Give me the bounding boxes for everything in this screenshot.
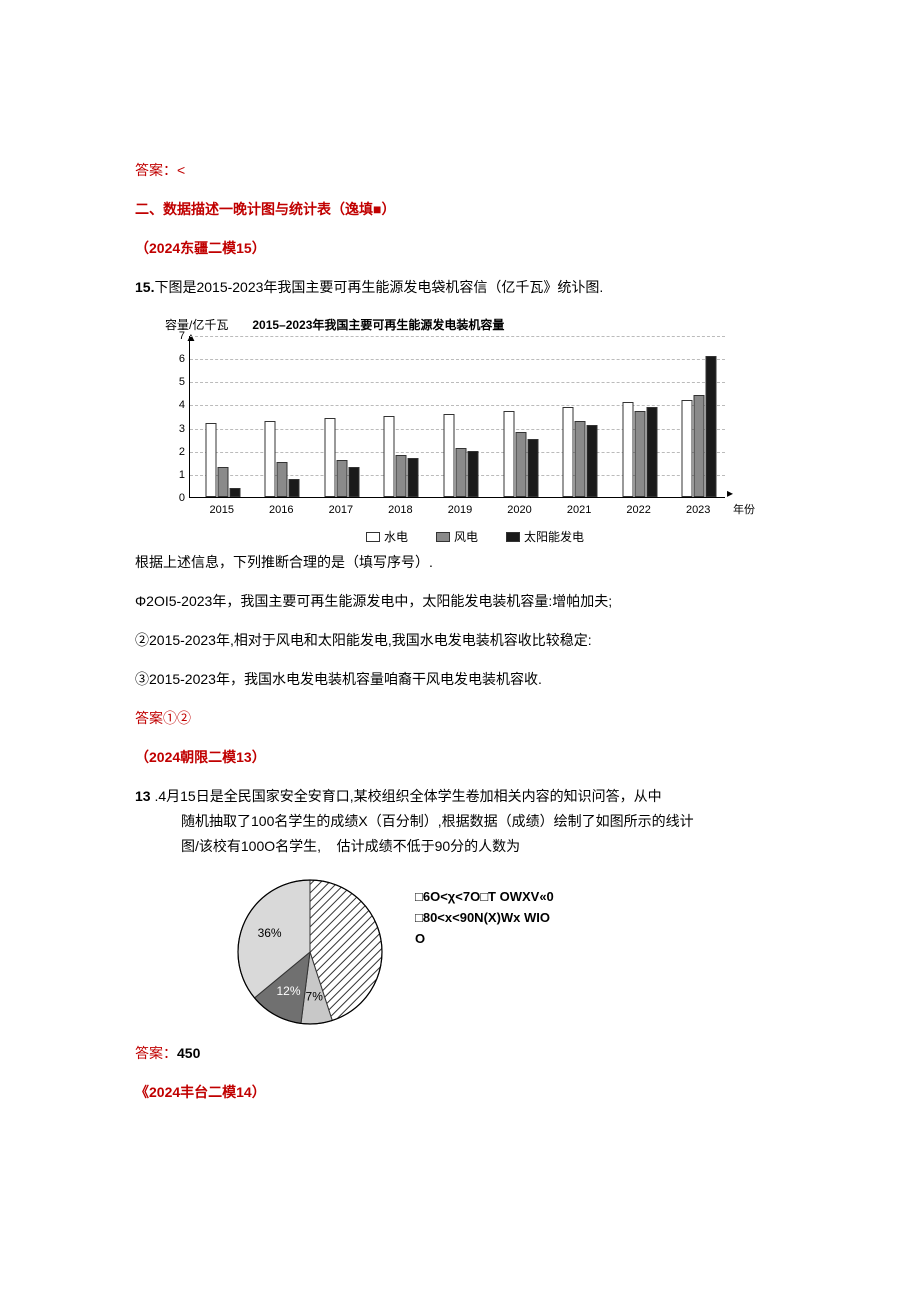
q15-option-3: ③2015-2023年，我国水电发电装机容量咱裔干风电发电装机容收. (135, 669, 785, 690)
xtick-label: 2021 (567, 502, 591, 519)
q15-stem: 15.下图是2015-2023年我国主要可再生能源发电袋机容信（亿千瓦》统讣图. (135, 277, 785, 298)
q15-option-2: ②2015-2023年,相对于风电和太阳能发电,我国水电发电装机容收比较稳定: (135, 630, 785, 651)
legend-item: 水电 (366, 528, 408, 546)
legend-label: 风电 (454, 528, 478, 546)
bar (205, 423, 216, 497)
xtick-label: 2015 (210, 502, 234, 519)
ytick-label: 1 (165, 467, 185, 484)
legend-swatch (366, 532, 380, 542)
bar (706, 356, 717, 497)
legend-item: 太阳能发电 (506, 528, 584, 546)
pie-chart-container: 7% 12% 36% □6O<χ<7O□T OWXV«0□80<x<90N(X)Wx… (225, 867, 785, 1043)
legend-label: 太阳能发电 (524, 528, 584, 546)
chart-xlabel: 年份 (733, 502, 755, 519)
bar (622, 402, 633, 497)
pie-slice-label: 36% (258, 926, 282, 940)
bar-chart-container: 容量/亿千瓦 2015–2023年我国主要可再生能源发电装机容量 ▲ ▸ 年份 … (165, 316, 785, 546)
bar (396, 455, 407, 497)
q15-num: 15. (135, 279, 154, 295)
pie-chart: 7% 12% 36% (225, 867, 395, 1037)
q13-line2: 随机抽取了100名学生的成绩X（百分制）,根据数据（成绩）绘制了如图所示的线计 (135, 811, 785, 832)
section-header: 二、数据描述一晚计图与统计表（逸填■） (135, 199, 785, 220)
bar (455, 448, 466, 497)
legend-label: 水电 (384, 528, 408, 546)
xtick-label: 2017 (329, 502, 353, 519)
pie-slice-label: 12% (276, 984, 300, 998)
bar (515, 432, 526, 497)
q13-text: .4月15日是全民国家安全安育口,某校组织全体学生卷加相关内容的知识问答，从中 (151, 788, 662, 804)
xtick-label: 2023 (686, 502, 710, 519)
q13-source: （2024朝限二模13） (135, 747, 785, 768)
bar (289, 479, 300, 498)
q15-text: 下图是2015-2023年我国主要可再生能源发电袋机容信（亿千瓦》统讣图. (154, 279, 603, 295)
ytick-label: 4 (165, 397, 185, 414)
q13-answer-label: 答案： (135, 1045, 177, 1061)
legend-swatch (506, 532, 520, 542)
q15-source: （2024东疆二模15） (135, 238, 785, 259)
q13-num: 13 (135, 788, 151, 804)
legend-item: 风电 (436, 528, 478, 546)
bar (575, 421, 586, 497)
bar (587, 425, 598, 497)
bar (467, 451, 478, 497)
pie-legend-text: □6O<χ<7O□T OWXV«0□80<x<90N(X)Wx WIOO (415, 887, 555, 949)
bar (384, 416, 395, 497)
x-arrow-icon: ▸ (727, 484, 733, 502)
xtick-label: 2016 (269, 502, 293, 519)
q13-stem: 13 .4月15日是全民国家安全安育口,某校组织全体学生卷加相关内容的知识问答，… (135, 786, 785, 807)
ytick-label: 5 (165, 374, 185, 391)
xtick-label: 2022 (626, 502, 650, 519)
q13-line3: 图/该校有100O名学生, 估计成绩不低于90分的人数为 (135, 836, 785, 857)
q13-line3b: 估计成绩不低于90分的人数为 (337, 838, 521, 854)
bar (527, 439, 538, 497)
q15-prompt: 根据上述信息，下列推断合理的是（填写序号）. (135, 552, 785, 573)
bar (324, 418, 335, 497)
q13-line3a: 图/该校有100O名学生, (181, 838, 321, 854)
q15-option-1: Φ2OI5-2023年，我国主要可再生能源发电中，太阳能发电装机容量:增帕加夫; (135, 591, 785, 612)
bar (229, 488, 240, 497)
bar (217, 467, 228, 497)
xtick-label: 2018 (388, 502, 412, 519)
q15-answer: 答案①② (135, 708, 785, 729)
ytick-label: 3 (165, 420, 185, 437)
ytick-label: 2 (165, 443, 185, 460)
legend-swatch (436, 532, 450, 542)
bar (646, 407, 657, 497)
bar (336, 460, 347, 497)
q14-source: 《2024丰台二模14） (135, 1082, 785, 1103)
bar (563, 407, 574, 497)
answer-lt: 答案：< (135, 160, 785, 181)
bar (408, 458, 419, 497)
bar (443, 414, 454, 497)
q13-answer-value: 450 (177, 1045, 200, 1061)
chart-legend: 水电 风电 太阳能发电 (165, 528, 785, 546)
ytick-label: 0 (165, 490, 185, 507)
bar (277, 462, 288, 497)
chart-title: 2015–2023年我国主要可再生能源发电装机容量 (252, 316, 504, 334)
xtick-label: 2019 (448, 502, 472, 519)
bar (503, 411, 514, 497)
pie-slice-label: 7% (306, 989, 324, 1003)
ytick-label: 7 (165, 328, 185, 345)
bar (265, 421, 276, 497)
bar (694, 395, 705, 497)
bar (634, 411, 645, 497)
bar-chart: ▲ ▸ 年份 012345672015201620172018201920202… (165, 336, 725, 526)
bar (348, 467, 359, 497)
q13-answer: 答案：450 (135, 1043, 785, 1064)
bar (682, 400, 693, 497)
xtick-label: 2020 (507, 502, 531, 519)
ytick-label: 6 (165, 351, 185, 368)
